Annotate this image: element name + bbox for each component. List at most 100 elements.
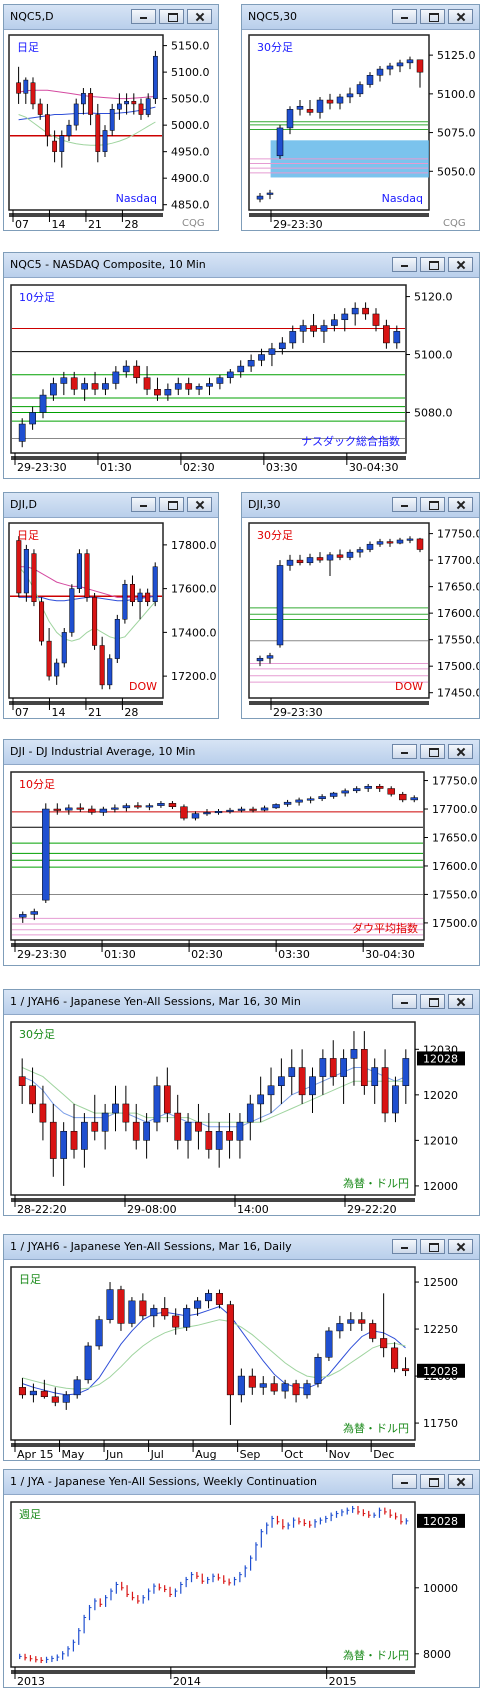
- candle-body: [60, 377, 68, 384]
- candle-body: [376, 68, 384, 76]
- candle-body: [69, 588, 75, 633]
- candle-body: [276, 127, 284, 157]
- chart-canvas[interactable]: 17750.0 17700.0 17650.0 17600.0 17550.0 17500…: [4, 765, 479, 965]
- maximize-button[interactable]: [420, 1474, 445, 1489]
- candle-body: [124, 101, 130, 105]
- time-tick-label: 02:30: [183, 461, 215, 474]
- window-title-bar[interactable]: DJI,D: [4, 493, 218, 518]
- cqg-logo: CQG: [443, 218, 466, 229]
- chart-window-nqc5_d[interactable]: NQC5,D 5150.0 5100.0 5050.0 5000.0 4950.0 4900…: [3, 4, 219, 231]
- window-title-bar[interactable]: DJI - DJ Industrial Average, 10 Min: [4, 740, 479, 765]
- candle-body: [330, 319, 338, 326]
- window-title-bar[interactable]: DJI,30: [242, 493, 479, 518]
- chart-window-jya_w[interactable]: 1 / JYA - Japanese Yen-All Sessions, Wee…: [3, 1469, 480, 1688]
- maximize-button[interactable]: [420, 257, 445, 272]
- candle-body: [152, 566, 158, 602]
- candle-body: [129, 584, 135, 602]
- close-button[interactable]: [448, 994, 473, 1009]
- candle-body: [102, 383, 109, 390]
- minimize-button[interactable]: [392, 1239, 417, 1254]
- chart-window-jyah6_30[interactable]: 1 / JYAH6 - Japanese Yen-All Sessions, M…: [3, 989, 480, 1216]
- minimize-button[interactable]: [392, 9, 417, 24]
- time-tick-label: 28-22:20: [17, 1203, 67, 1215]
- price-tick-label: 17700.0: [437, 554, 479, 567]
- price-tick-label: 12000: [423, 1180, 458, 1193]
- chart-canvas[interactable]: 17800.0 17600.0 17400.0 17200.0 07 14 21 28 日足 DO…: [4, 518, 218, 718]
- minimize-button[interactable]: [392, 744, 417, 759]
- chart-window-dji_10[interactable]: DJI - DJ Industrial Average, 10 Min 17750…: [3, 739, 480, 966]
- minimize-button[interactable]: [392, 994, 417, 1009]
- plot-area: [10, 1501, 416, 1668]
- maximize-button[interactable]: [159, 497, 184, 512]
- close-button[interactable]: [448, 744, 473, 759]
- chart-canvas[interactable]: 5150.0 5100.0 5050.0 5000.0 4950.0 4900.0 4850…: [4, 30, 218, 230]
- minimize-button[interactable]: [392, 257, 417, 272]
- candle-body: [80, 93, 86, 105]
- candle-body: [366, 543, 374, 550]
- maximize-button[interactable]: [420, 1239, 445, 1254]
- window-title-bar[interactable]: NQC5,30: [242, 5, 479, 30]
- candle-body: [185, 383, 193, 390]
- chart-window-nqc5_30[interactable]: NQC5,30 5125.0 5100.0 5075.0 5050.0 29-23:30 3…: [241, 4, 480, 231]
- candle-body: [39, 394, 47, 413]
- maximize-button[interactable]: [420, 9, 445, 24]
- chart-canvas[interactable]: 5125.0 5100.0 5075.0 5050.0 29-23:30 30分足 Nasd…: [242, 30, 479, 230]
- candle-body: [163, 1085, 171, 1114]
- minimize-button[interactable]: [131, 9, 156, 24]
- chart-window-jyah6_d[interactable]: 1 / JYAH6 - Japanese Yen-All Sessions, M…: [3, 1234, 480, 1461]
- candle-body: [70, 377, 78, 390]
- chart-window-dji_30[interactable]: DJI,30 17750.0 17700.0 17650.0 17600.0 17550.…: [241, 492, 480, 719]
- close-button[interactable]: [187, 9, 212, 24]
- close-button[interactable]: [448, 1474, 473, 1489]
- candle-body: [88, 93, 94, 115]
- cqg-logo: CQG: [182, 218, 205, 229]
- maximize-button[interactable]: [420, 497, 445, 512]
- window-title-bar[interactable]: 1 / JYAH6 - Japanese Yen-All Sessions, M…: [4, 1235, 479, 1260]
- time-axis-bar: [249, 213, 429, 217]
- maximize-button[interactable]: [420, 744, 445, 759]
- candle-body: [346, 551, 354, 558]
- window-title-bar[interactable]: NQC5,D: [4, 5, 218, 30]
- time-tick-label: 07: [15, 706, 29, 718]
- maximize-button[interactable]: [420, 994, 445, 1009]
- chart-canvas[interactable]: 17750.0 17700.0 17650.0 17600.0 17550.0 17500…: [242, 518, 479, 718]
- window-title-bar[interactable]: 1 / JYAH6 - Japanese Yen-All Sessions, M…: [4, 990, 479, 1015]
- window-title-bar[interactable]: NQC5 - NASDAQ Composite, 10 Min: [4, 253, 479, 278]
- chart-canvas[interactable]: 1250012250120001175012028Apr 15MayJunJul…: [4, 1260, 479, 1460]
- candle-body: [18, 1076, 26, 1086]
- minimize-button[interactable]: [392, 1474, 417, 1489]
- window-title-bar[interactable]: 1 / JYA - Japanese Yen-All Sessions, Wee…: [4, 1470, 479, 1495]
- maximize-button[interactable]: [159, 9, 184, 24]
- candle-body: [99, 645, 105, 686]
- candle-body: [84, 553, 90, 598]
- minimize-button[interactable]: [392, 497, 417, 512]
- timeframe-label: 10分足: [19, 778, 55, 791]
- close-button[interactable]: [448, 257, 473, 272]
- close-button[interactable]: [187, 497, 212, 512]
- candle-body: [260, 807, 269, 811]
- candle-body: [281, 1383, 289, 1392]
- chart-canvas[interactable]: 5120.0 5100.0 5080.0 29-23:30 01:30 02:30 03:3…: [4, 278, 479, 478]
- candle-body: [18, 423, 26, 442]
- price-tick-label: 5100.0: [414, 349, 453, 362]
- chart-window-dji_d[interactable]: DJI,D 17800.0 17600.0 17400.0 17200.0 07 14 21 2…: [3, 492, 219, 719]
- close-button[interactable]: [448, 1239, 473, 1254]
- close-button[interactable]: [448, 497, 473, 512]
- candle-body: [117, 1289, 125, 1324]
- candle-body: [143, 1121, 150, 1141]
- minimize-button[interactable]: [131, 497, 156, 512]
- candle-body: [132, 1121, 140, 1141]
- close-button[interactable]: [448, 9, 473, 24]
- candle-body: [316, 557, 324, 561]
- last-price-label: 12028: [423, 1365, 458, 1378]
- chart-window-nqc5_10[interactable]: NQC5 - NASDAQ Composite, 10 Min 5120.0 510…: [3, 252, 480, 479]
- plot-area: [10, 1266, 416, 1441]
- price-tick-label: 5050.0: [171, 93, 210, 106]
- candle-body: [416, 538, 424, 550]
- candle-body: [226, 371, 234, 378]
- time-axis-bar: [11, 456, 406, 460]
- price-tick-label: 4850.0: [171, 199, 210, 212]
- time-tick-label: 14:00: [237, 1203, 269, 1215]
